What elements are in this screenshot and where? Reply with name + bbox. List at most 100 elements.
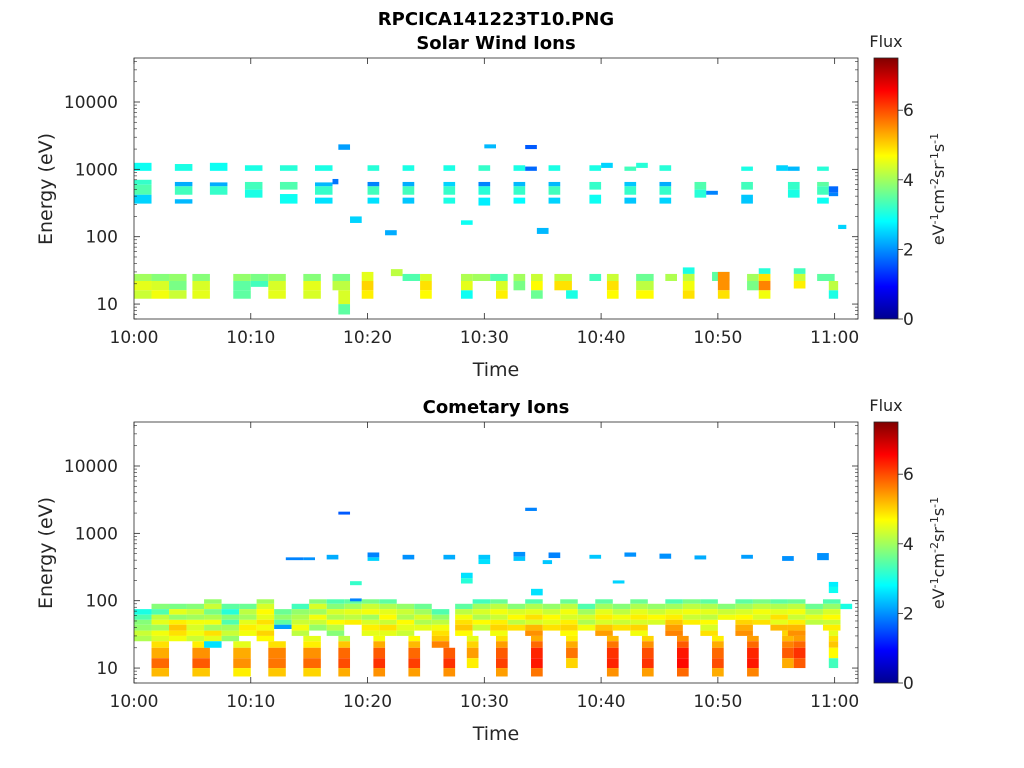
heatmap-cell (717, 603, 736, 610)
heatmap-cell (840, 603, 853, 610)
heatmap-cell (741, 194, 753, 204)
heatmap-cell (595, 630, 613, 636)
heatmap-cell (204, 609, 222, 615)
heatmap-cell (595, 609, 613, 615)
colorbar-tick-label: 0 (903, 674, 914, 694)
heatmap-cell (770, 614, 788, 620)
y-tick-label: 10 (96, 659, 118, 679)
heatmap-cell (817, 186, 829, 195)
axis-ticks: 10:00 10:10 10:20 10:30 10:40 10:50 11:00 10 100… (64, 422, 859, 712)
heatmap-cell (303, 635, 321, 642)
heatmap-cell (782, 556, 794, 561)
heatmap-cell (496, 647, 508, 659)
heatmap-cell (361, 630, 380, 636)
heatmap-cell (192, 658, 210, 669)
heatmap-cell (758, 273, 771, 281)
heatmap-cell (636, 280, 654, 291)
heatmap-cell (566, 641, 578, 648)
heatmap-cell (531, 273, 543, 281)
heatmap-cell (548, 165, 561, 171)
heatmap-cell (361, 280, 374, 291)
heatmap-cell (151, 635, 170, 642)
heatmap-cell (712, 635, 724, 642)
x-tick-label: 10:30 (460, 692, 509, 712)
heatmap-cell (151, 624, 170, 631)
heatmap-cell (665, 614, 683, 620)
heatmap-cell (256, 614, 275, 620)
heatmap-cell (291, 609, 310, 615)
heatmap-cell (513, 273, 526, 281)
heatmap-cell (525, 144, 537, 150)
heatmap-cell (169, 630, 187, 636)
heatmap-cell (221, 619, 240, 625)
heatmap-cell (601, 162, 613, 168)
heatmap-cell (793, 658, 806, 669)
heatmap-cell (396, 609, 415, 615)
heatmap-cell (770, 624, 788, 631)
heatmap-cell (606, 647, 619, 659)
heatmap-cell (682, 273, 695, 281)
heatmap-cell (443, 668, 456, 677)
heatmap-cell (717, 290, 730, 299)
heatmap-cell (221, 609, 240, 615)
heatmap-cell (735, 603, 753, 610)
heatmap-cell (606, 641, 619, 648)
heatmap-cell (303, 658, 321, 669)
heatmap-cell (577, 609, 596, 615)
x-tick-label: 10:20 (343, 692, 392, 712)
heatmap-cell (151, 630, 170, 636)
heatmap-cell (239, 609, 257, 615)
heatmap-cell (712, 641, 724, 648)
heatmap-cell (134, 184, 152, 195)
heatmap-cell (659, 181, 672, 187)
heatmap-cell (221, 603, 240, 610)
heatmap-cell (566, 647, 578, 659)
y-tick-label: 10 (96, 295, 118, 315)
plot-frame (133, 57, 859, 320)
heatmap-cell (624, 166, 637, 171)
heatmap-cell (630, 603, 648, 610)
heatmap-cell (735, 624, 753, 631)
heatmap-cell (192, 647, 210, 659)
heatmap-cell (630, 599, 648, 604)
heatmap-cell (396, 603, 415, 610)
heatmap-cell (390, 269, 403, 277)
heatmap-cell (291, 614, 310, 620)
heatmap-cell (747, 280, 759, 291)
heatmap-cell (239, 603, 257, 610)
heatmap-cell (443, 186, 456, 195)
heatmap-cell (612, 609, 631, 615)
heatmap-cell (787, 599, 806, 604)
colorbar-tick-label: 2 (903, 240, 914, 260)
heatmap-cell (192, 641, 210, 648)
heatmap-cell (151, 603, 170, 610)
colorbar-ticks: 0 2 4 6 (898, 465, 914, 694)
heatmap-cell (787, 614, 806, 620)
heatmap-cell (472, 273, 491, 281)
heatmap-cell (350, 581, 362, 586)
heatmap-cell (560, 619, 578, 625)
heatmap-cell (344, 619, 362, 625)
heatmap-cell (233, 668, 251, 677)
heatmap-cell (513, 551, 526, 557)
heatmap-cell (338, 635, 351, 642)
colorbar-label-unit: s (929, 508, 948, 516)
heatmap-cell (630, 624, 648, 631)
heatmap-cell (793, 273, 806, 281)
heatmap-cell (531, 290, 543, 299)
heatmap-cell (700, 603, 718, 610)
heatmap-cell (496, 668, 508, 677)
heatmap-cell (641, 658, 654, 669)
heatmap-cell (408, 641, 421, 648)
heatmap-cell (361, 603, 380, 610)
heatmap-cell (204, 619, 222, 625)
axis-ticks: 10:00 10:10 10:20 10:30 10:40 10:50 11:00 10 100… (64, 58, 859, 348)
heatmap-cell (367, 165, 380, 171)
heatmap-cell (741, 181, 753, 190)
heatmap-cell (735, 619, 753, 625)
heatmap-cell (291, 603, 310, 610)
heatmap-cell (677, 641, 689, 648)
heatmap-cell (554, 273, 572, 281)
heatmap-cell (560, 599, 578, 604)
heatmap-cell (496, 658, 508, 669)
